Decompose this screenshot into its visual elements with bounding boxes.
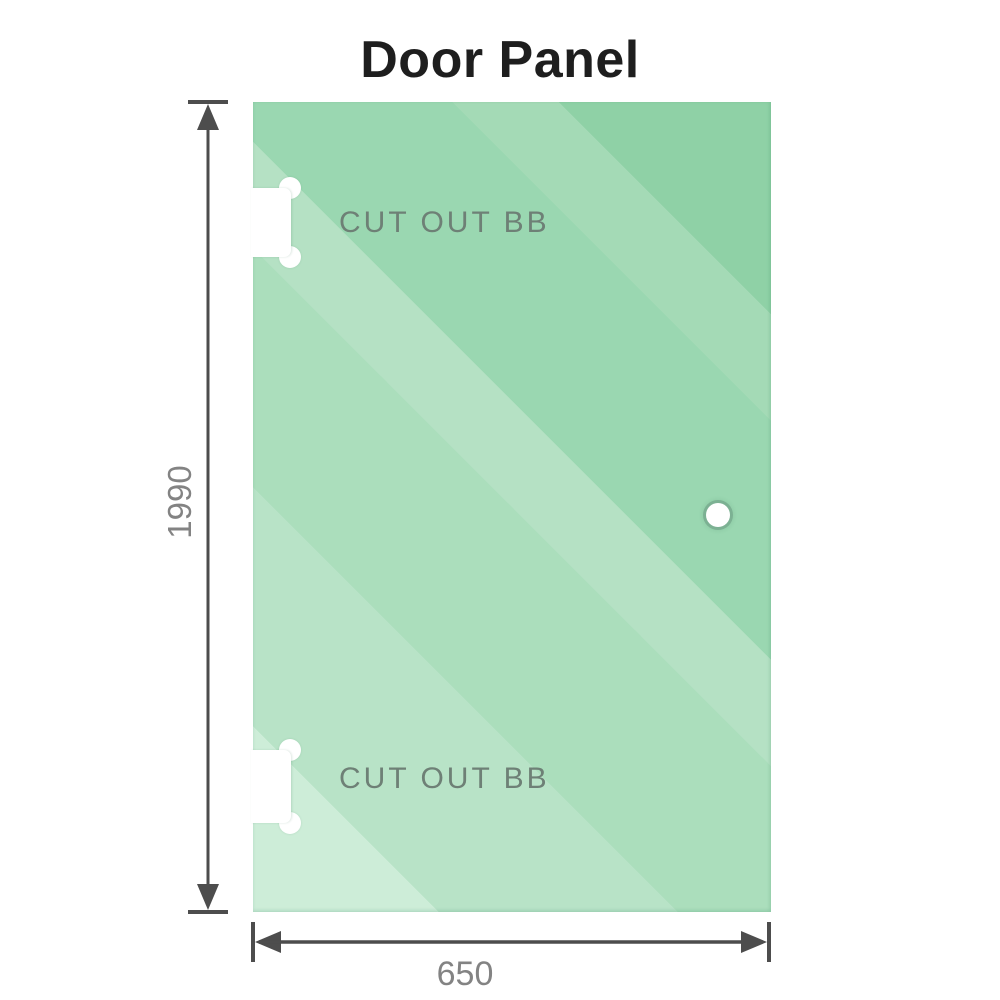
hinge-cutout-bottom	[251, 739, 301, 834]
cutout-notch	[251, 188, 291, 257]
cutout-notch	[251, 750, 291, 823]
door-panel-glass: CUT OUT BB CUT OUT BB	[251, 102, 771, 912]
width-value: 650	[436, 955, 494, 993]
arrow-down-icon	[197, 884, 219, 910]
cutout-bottom-label: CUT OUT BB	[339, 762, 550, 795]
page-title: Door Panel	[360, 31, 640, 89]
arrow-right-icon	[741, 931, 767, 953]
width-dimension	[251, 922, 771, 962]
hinge-cutout-top	[251, 177, 301, 268]
height-dimension	[188, 100, 228, 914]
handle-hole	[706, 503, 730, 527]
height-value: 1990	[161, 465, 198, 539]
cutout-top-label: CUT OUT BB	[339, 206, 550, 239]
